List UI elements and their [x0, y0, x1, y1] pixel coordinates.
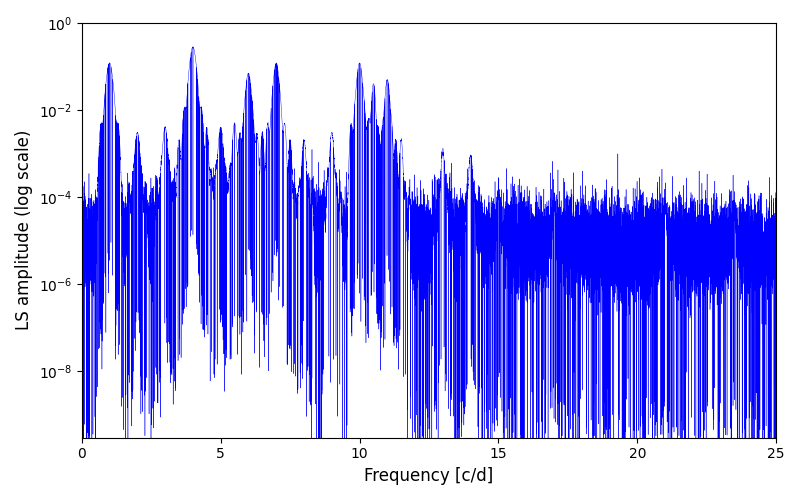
X-axis label: Frequency [c/d]: Frequency [c/d] — [364, 467, 494, 485]
Y-axis label: LS amplitude (log scale): LS amplitude (log scale) — [15, 130, 33, 330]
